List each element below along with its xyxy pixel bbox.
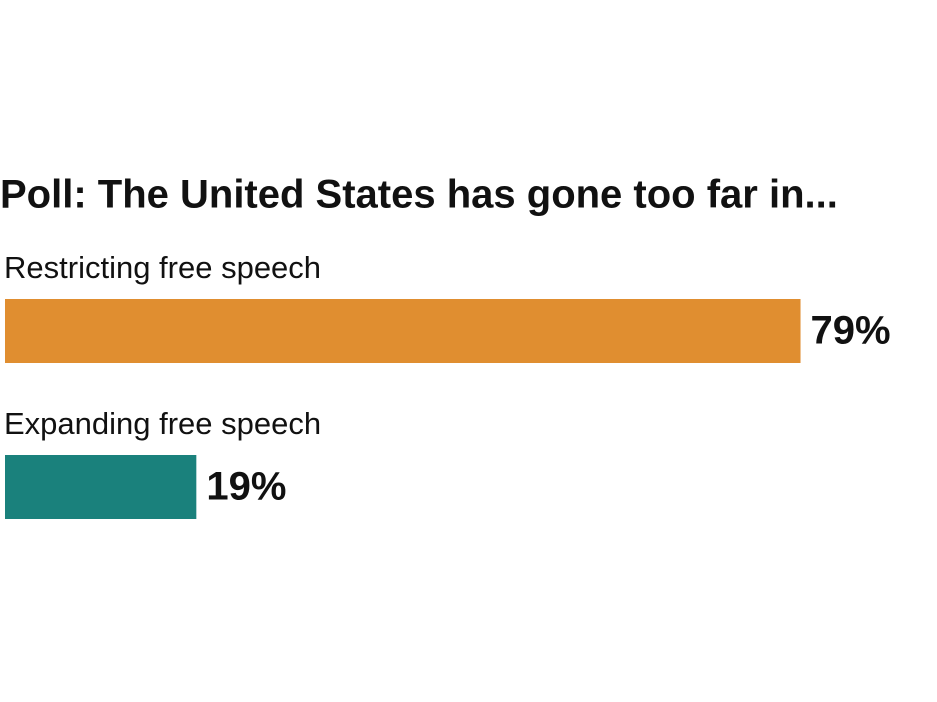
category-label: Expanding free speech <box>4 406 321 441</box>
chart-title: Poll: The United States has gone too far… <box>0 173 838 217</box>
bar <box>5 299 801 363</box>
category-label: Restricting free speech <box>4 250 321 285</box>
bar <box>5 455 197 519</box>
value-label: 79% <box>811 309 891 353</box>
value-label: 19% <box>206 465 286 509</box>
